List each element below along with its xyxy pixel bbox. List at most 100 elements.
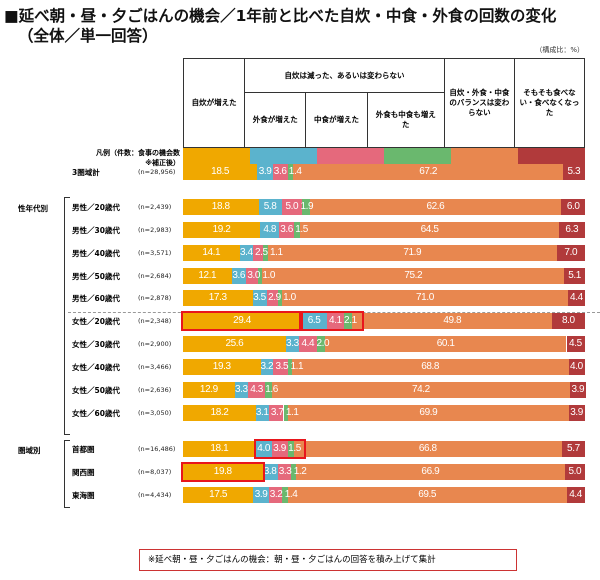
bar-segment: [248, 382, 266, 398]
bar-segment: [295, 464, 565, 480]
legend-label-2: ※補正後）: [145, 159, 180, 167]
highlight-box: [181, 311, 304, 331]
bar-value-label: 4.5: [569, 338, 582, 349]
bar-value-label: 1.5: [288, 443, 301, 454]
bar-segment: [183, 336, 286, 352]
bar-segment: [562, 441, 585, 457]
bar-value-label: 3.7: [270, 407, 284, 418]
bar-segment: [291, 464, 296, 480]
bar-segment: [324, 336, 567, 352]
bar-value-label: 69.5: [418, 489, 437, 500]
title-line-2: （全体／単一回答）: [18, 27, 158, 45]
category-label: 首都圏: [72, 445, 95, 454]
bar-segment: [285, 336, 300, 352]
title-line-1: ■延べ朝・昼・夕ごはんの機会／1年前と比べた自炊・中食・外食の回数の変化: [4, 7, 557, 25]
bar-segment: [273, 164, 288, 180]
bar-value-label: 25.6: [225, 338, 244, 349]
bracket-gender-age: [64, 197, 70, 435]
n-label: (n=3,466): [138, 363, 172, 371]
bar-value-label: 1.0: [283, 292, 296, 303]
bar-value-label: 3.2: [269, 489, 283, 500]
bar-segment: [556, 245, 585, 261]
category-label: 男性／40歳代: [72, 249, 120, 258]
category-label: 女性／30歳代: [72, 340, 120, 349]
bar-value-label: 1.5: [295, 224, 308, 235]
legend-col-3: 外食も中食も増えた: [366, 92, 445, 148]
bar-value-label: 1.4: [284, 489, 298, 500]
bar-segment: [566, 336, 585, 352]
bar-value-label: 2.5: [255, 247, 268, 258]
bar-value-label: 3.9: [570, 407, 583, 418]
bar-segment: [183, 464, 263, 480]
bar-segment: [262, 464, 278, 480]
bar-value-label: 4.3: [250, 384, 263, 395]
bar-value-label: 4.4: [301, 338, 315, 349]
bar-value-label: 1.1: [270, 247, 283, 258]
bar-segment: [260, 222, 280, 238]
bar-segment: [183, 382, 235, 398]
bar-value-label: 2.0: [316, 338, 330, 349]
bar-segment: [183, 199, 259, 215]
bar-value-label: 3.5: [253, 292, 266, 303]
highlight-box: [181, 462, 265, 482]
bar-segment: [234, 382, 249, 398]
n-label: (n=2,983): [138, 226, 172, 234]
n-label: (n=2,900): [138, 340, 172, 348]
bar-value-label: 3.6: [273, 166, 287, 177]
group-label-region: 圏域別: [18, 446, 41, 455]
bar-value-label: 64.5: [420, 224, 439, 235]
n-label: (n=2,348): [138, 317, 172, 325]
bar-segment: [183, 245, 240, 261]
bar-segment: [183, 164, 258, 180]
bar-segment: [282, 290, 568, 306]
bar-segment: [183, 222, 261, 238]
bar-value-label: 2.9: [268, 292, 281, 303]
bar-segment: [183, 290, 253, 306]
bar-value-label: 18.2: [210, 407, 229, 418]
bar-segment: [281, 487, 288, 503]
bar-value-label: 6.0: [566, 201, 580, 212]
bracket-region: [64, 440, 70, 508]
bar-segment: [301, 199, 310, 215]
category-label: 東海圏: [72, 491, 95, 500]
bar-value-label: 18.1: [210, 443, 229, 454]
bar-value-label: 1.9: [300, 201, 314, 212]
bar-value-label: 74.2: [411, 384, 430, 395]
bar-segment: [287, 441, 294, 457]
bar-segment: [299, 336, 317, 352]
bar-segment: [183, 359, 261, 375]
category-label: 女性／50歳代: [72, 386, 120, 395]
bar-segment: [271, 441, 288, 457]
n-label: (n=3,571): [138, 249, 172, 257]
bar-value-label: 3.1: [255, 407, 269, 418]
chart-title: ■延べ朝・昼・夕ごはんの機会／1年前と比べた自炊・中食・外食の回数の変化 （全体／…: [4, 6, 556, 46]
bar-segment: [283, 405, 288, 421]
bar-segment: [291, 359, 569, 375]
bar-value-label: 75.2: [404, 270, 423, 281]
n-label: (n=2,439): [138, 203, 172, 211]
bar-segment: [183, 487, 254, 503]
bar-segment: [570, 382, 586, 398]
legend-label-1: 凡例（件数：食事の機会数: [96, 149, 180, 157]
bar-value-label: 1.4: [288, 166, 302, 177]
bar-segment: [566, 487, 585, 503]
bar-value-label: 19.2: [212, 224, 231, 235]
n-label: (n=4,434): [138, 491, 172, 499]
n-label: (n=16,486): [138, 445, 176, 453]
group-label-gender-age: 性年代別: [18, 204, 48, 213]
bar-value-label: 3.6: [280, 224, 293, 235]
bar-value-label: 3.6: [232, 270, 246, 281]
bar-value-label: 1.1: [285, 407, 299, 418]
bar-value-label: 66.8: [418, 443, 437, 454]
bar-segment: [266, 290, 279, 306]
bar-value-label: 68.8: [421, 361, 440, 372]
bar-segment: [301, 313, 328, 329]
bar-value-label: 19.3: [212, 361, 231, 372]
bar-segment: [255, 441, 272, 457]
bar-segment: [316, 336, 325, 352]
bar-segment: [281, 199, 302, 215]
bar-segment: [552, 313, 585, 329]
bar-value-label: 4.0: [570, 361, 583, 372]
bar-value-label: 4.1: [329, 315, 342, 326]
legend-col-2: 中食が増えた: [305, 92, 368, 148]
